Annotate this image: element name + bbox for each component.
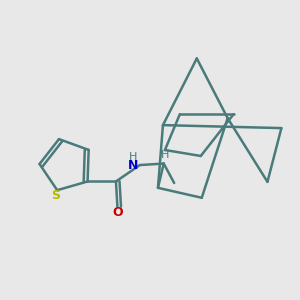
Text: H: H	[129, 152, 137, 162]
Text: N: N	[128, 159, 138, 172]
Text: O: O	[112, 206, 123, 219]
Text: H: H	[161, 150, 170, 160]
Text: S: S	[51, 189, 60, 202]
